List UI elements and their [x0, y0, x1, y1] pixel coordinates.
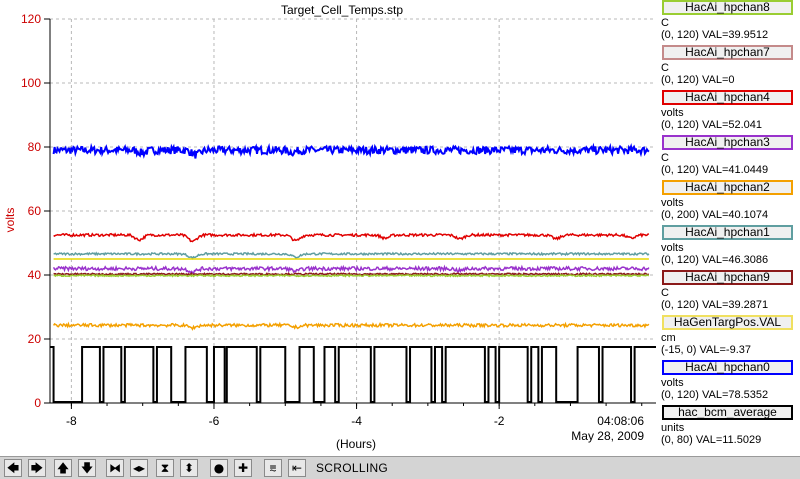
- legend-label: HaGenTargPos.VAL: [662, 315, 793, 330]
- legend-range-value: (0, 120) VAL=39.9512: [661, 29, 769, 41]
- legend-range-value: (0, 80) VAL=11.5029: [661, 434, 762, 446]
- legend-unit: volts: [661, 377, 684, 389]
- zoom-in-y-button[interactable]: ⧗: [156, 459, 174, 477]
- legend-range-value: (0, 120) VAL=39.2871: [661, 299, 769, 311]
- y-tick-label: 20: [28, 332, 42, 346]
- arrow-down-icon: 🡇: [80, 461, 94, 475]
- legend-unit: volts: [661, 107, 684, 119]
- legend-label: HacAi_hpchan7: [662, 45, 793, 60]
- legend-entry[interactable]: HacAi_hpchan9 C (0, 120) VAL=39.2871: [657, 270, 800, 321]
- series-hacai-hpchan1: [53, 251, 650, 260]
- zoom-in-y-icon: ⧗: [160, 461, 170, 475]
- legend-entry[interactable]: HacAi_hpchan8 C (0, 120) VAL=39.9512: [657, 0, 800, 51]
- series-hacai-hpchan4: [53, 232, 650, 243]
- series-group: [52, 142, 650, 331]
- chart: 0 20 40 60 80 100 120 -8 -6 -4 -2 Target_Cell_Temp…: [3, 3, 656, 451]
- legend-unit: C: [661, 287, 669, 299]
- y-tick-label: 0: [34, 396, 41, 410]
- y-tick-label: 120: [21, 12, 41, 26]
- series-hac-bcm-average: [50, 346, 656, 404]
- ticks: 0 20 40 60 80 100 120 -8 -6 -4 -2: [21, 12, 643, 428]
- scroll-right-button[interactable]: 🡆: [28, 459, 46, 477]
- x-tick-label: -4: [351, 414, 362, 428]
- legend-unit: C: [661, 17, 669, 29]
- legend-range-value: (0, 120) VAL=46.3086: [661, 254, 769, 266]
- y-tick-label: 60: [28, 204, 42, 218]
- zoom-out-x-icon: ◂▸: [132, 461, 146, 475]
- x-tick-label: -8: [66, 414, 77, 428]
- zoom-out-x-button[interactable]: ◂▸: [130, 459, 148, 477]
- legend-label: HacAi_hpchan1: [662, 225, 793, 240]
- legend-range-value: (0, 120) VAL=78.5352: [661, 389, 769, 401]
- legend-label: HacAi_hpchan9: [662, 270, 793, 285]
- jump-end-button[interactable]: ⇤: [288, 459, 306, 477]
- legend-entry[interactable]: HacAi_hpchan7 C (0, 120) VAL=0: [657, 45, 800, 96]
- scroll-down-button[interactable]: 🡇: [78, 459, 96, 477]
- series-hacai-hpchan9: [53, 271, 649, 277]
- legend-label: HacAi_hpchan4: [662, 90, 793, 105]
- status-label: SCROLLING: [316, 461, 389, 475]
- zoom-in-x-button[interactable]: ⧓: [106, 459, 124, 477]
- legend-entry[interactable]: HacAi_hpchan3 C (0, 120) VAL=41.0449: [657, 135, 800, 186]
- y-tick-label: 40: [28, 268, 42, 282]
- timestamp-time: 04:08:06: [597, 414, 644, 428]
- scroll-left-button[interactable]: 🡄: [4, 459, 22, 477]
- x-axis-label: (Hours): [336, 437, 376, 451]
- zoom-out-y-button[interactable]: ⬍: [180, 459, 198, 477]
- plus-icon: ✚: [237, 461, 249, 475]
- legend-label: HacAi_hpchan2: [662, 180, 793, 195]
- autoscale-button[interactable]: ⩳: [264, 459, 282, 477]
- series-hacai-hpchan3: [52, 264, 650, 275]
- legend-unit: C: [661, 62, 669, 74]
- legend-unit: volts: [661, 197, 684, 209]
- legend-unit: C: [661, 152, 669, 164]
- scroll-up-button[interactable]: 🡅: [54, 459, 72, 477]
- legend-range-value: (0, 120) VAL=41.0449: [661, 164, 769, 176]
- series-hacai-hpchan8: [53, 273, 650, 278]
- jump-to-end-icon: ⇤: [291, 461, 303, 475]
- legend-range-value: (-15, 0) VAL=-9.37: [661, 344, 751, 356]
- bcm-series: [50, 346, 656, 404]
- legend-unit: cm: [661, 332, 676, 344]
- legend: HacAi_hpchan8 C (0, 120) VAL=39.9512 HacAi_…: [657, 0, 800, 455]
- x-tick-label: -6: [209, 414, 220, 428]
- arrow-up-icon: 🡅: [56, 461, 70, 475]
- y-axis-label: volts: [3, 208, 17, 233]
- legend-label: hac_bcm_average: [662, 405, 793, 420]
- add-button[interactable]: ✚: [234, 459, 252, 477]
- series-hacai-hpchan2: [52, 321, 650, 331]
- legend-unit: volts: [661, 242, 684, 254]
- toolbar: SCROLLING 🡄 🡆 🡅 🡇 ⧓ ◂▸ ⧗ ⬍ ● ✚ ⩳ ⇤: [0, 456, 800, 479]
- arrow-right-icon: 🡆: [30, 461, 44, 475]
- legend-label: HacAi_hpchan0: [662, 360, 793, 375]
- y-tick-label: 80: [28, 140, 42, 154]
- legend-range-value: (0, 120) VAL=52.041: [661, 119, 763, 131]
- circle-icon: ●: [213, 461, 225, 475]
- chart-title: Target_Cell_Temps.stp: [281, 3, 403, 17]
- legend-range-value: (0, 200) VAL=40.1074: [661, 209, 769, 221]
- timestamp-date: May 28, 2009: [571, 429, 644, 443]
- legend-range-value: (0, 120) VAL=0: [661, 74, 735, 86]
- arrow-left-icon: 🡄: [6, 461, 20, 475]
- autoscale-icon: ⩳: [269, 461, 277, 475]
- legend-entry[interactable]: HaGenTargPos.VAL cm (-15, 0) VAL=-9.37: [657, 315, 800, 366]
- reset-button[interactable]: ●: [210, 459, 228, 477]
- legend-unit: units: [661, 422, 685, 434]
- zoom-out-y-icon: ⬍: [183, 461, 195, 475]
- legend-label: HacAi_hpchan3: [662, 135, 793, 150]
- legend-label: HacAi_hpchan8: [662, 0, 793, 15]
- series-hacai-hpchan0: [52, 142, 650, 159]
- zoom-in-x-icon: ⧓: [109, 461, 121, 475]
- y-tick-label: 100: [21, 76, 41, 90]
- x-tick-label: -2: [494, 414, 505, 428]
